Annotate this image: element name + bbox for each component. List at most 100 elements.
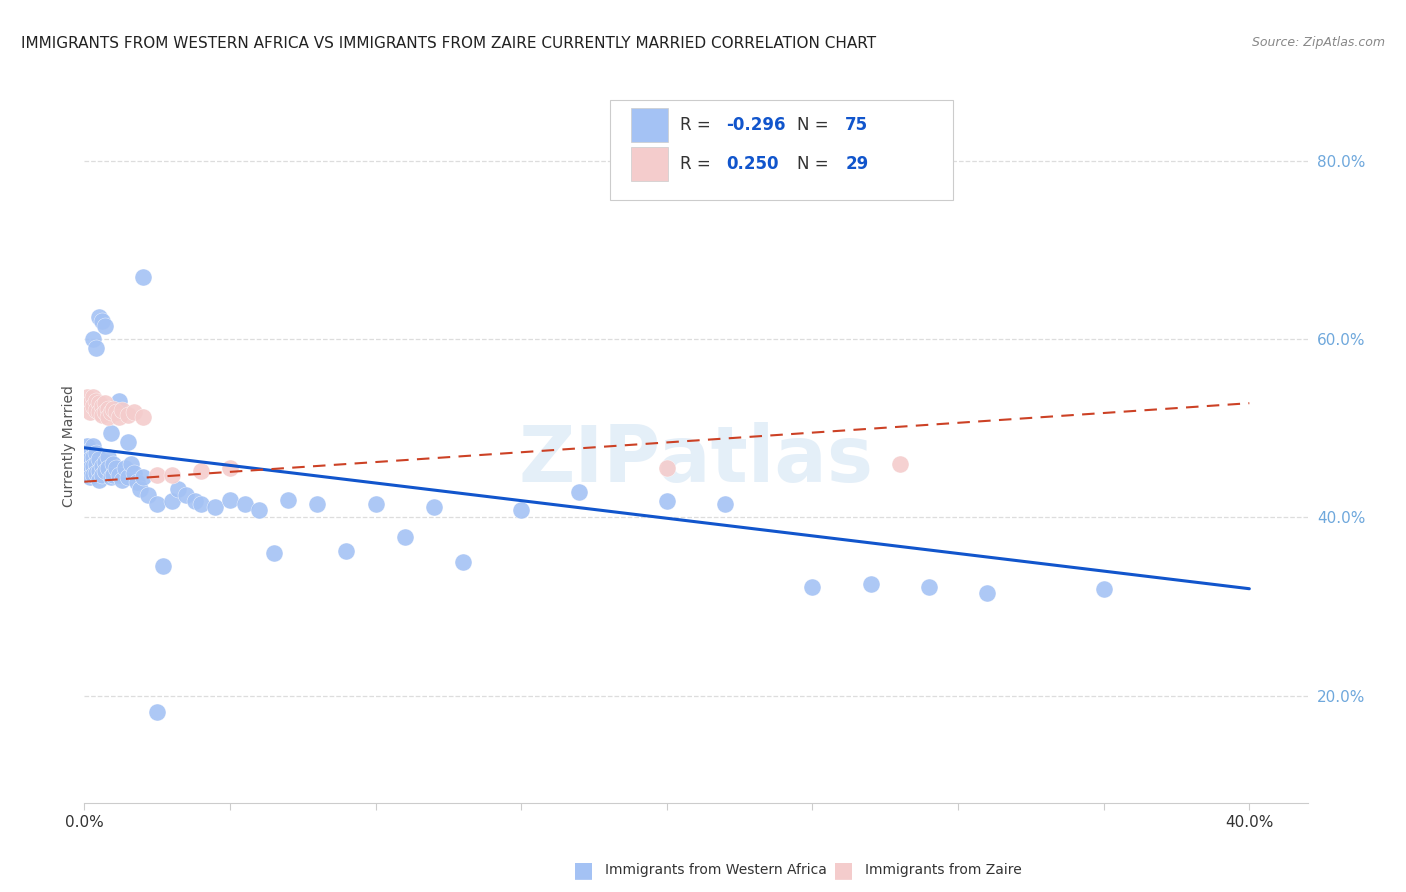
Point	[111, 403, 134, 417]
Text: -0.296: -0.296	[727, 116, 786, 134]
Point	[801, 580, 824, 594]
Text: ■: ■	[834, 860, 853, 880]
Point	[263, 546, 285, 560]
Point	[146, 497, 169, 511]
Point	[131, 269, 153, 284]
Point	[122, 405, 145, 419]
Point	[90, 467, 112, 482]
Point	[87, 452, 110, 467]
Point	[146, 705, 169, 719]
Text: 0.250: 0.250	[727, 155, 779, 173]
Point	[100, 405, 122, 419]
Point	[93, 455, 115, 469]
Point	[79, 461, 101, 475]
Point	[108, 394, 131, 409]
Text: 29: 29	[845, 155, 869, 173]
Point	[105, 405, 128, 419]
Point	[918, 580, 941, 594]
Point	[184, 494, 207, 508]
Point	[76, 457, 98, 471]
Point	[82, 458, 104, 473]
Point	[97, 410, 120, 425]
Point	[93, 405, 115, 419]
Point	[82, 390, 104, 404]
Point	[87, 405, 110, 419]
Point	[152, 559, 174, 574]
Text: R =: R =	[681, 155, 721, 173]
Point	[76, 390, 98, 404]
Point	[87, 473, 110, 487]
Point	[90, 458, 112, 473]
Point	[87, 464, 110, 478]
Point	[568, 485, 591, 500]
Text: IMMIGRANTS FROM WESTERN AFRICA VS IMMIGRANTS FROM ZAIRE CURRENTLY MARRIED CORREL: IMMIGRANTS FROM WESTERN AFRICA VS IMMIGR…	[21, 36, 876, 51]
Point	[423, 500, 446, 514]
Point	[1092, 582, 1115, 596]
Point	[82, 450, 104, 464]
Point	[146, 467, 169, 482]
Point	[120, 457, 142, 471]
Point	[84, 394, 107, 409]
Point	[111, 473, 134, 487]
Point	[451, 555, 474, 569]
Point	[103, 401, 125, 416]
Point	[82, 439, 104, 453]
Text: Immigrants from Western Africa: Immigrants from Western Africa	[605, 863, 827, 877]
Point	[90, 314, 112, 328]
Point	[100, 470, 122, 484]
Text: ZIPatlas: ZIPatlas	[519, 422, 873, 499]
Y-axis label: Currently Married: Currently Married	[62, 385, 76, 507]
Point	[976, 586, 998, 600]
Point	[105, 461, 128, 475]
Point	[79, 405, 101, 419]
Point	[655, 461, 678, 475]
Point	[84, 466, 107, 480]
Point	[79, 452, 101, 467]
Text: N =: N =	[797, 155, 834, 173]
Point	[131, 470, 153, 484]
Point	[233, 497, 256, 511]
Point	[84, 446, 107, 460]
Point	[108, 467, 131, 482]
Point	[93, 318, 115, 333]
Point	[204, 500, 226, 514]
Point	[655, 494, 678, 508]
Point	[190, 497, 212, 511]
Point	[97, 450, 120, 464]
Point	[103, 457, 125, 471]
Point	[160, 494, 183, 508]
Text: Immigrants from Zaire: Immigrants from Zaire	[865, 863, 1021, 877]
Point	[108, 410, 131, 425]
Point	[93, 464, 115, 478]
FancyBboxPatch shape	[631, 147, 668, 181]
Text: R =: R =	[681, 116, 716, 134]
Point	[364, 497, 387, 511]
Point	[138, 488, 160, 502]
Point	[128, 482, 150, 496]
Point	[103, 467, 125, 482]
Point	[87, 310, 110, 324]
Point	[247, 503, 270, 517]
Point	[190, 464, 212, 478]
FancyBboxPatch shape	[631, 108, 668, 142]
Point	[76, 439, 98, 453]
Point	[93, 396, 115, 410]
Text: Source: ZipAtlas.com: Source: ZipAtlas.com	[1251, 36, 1385, 49]
Text: N =: N =	[797, 116, 834, 134]
Point	[122, 466, 145, 480]
Point	[76, 448, 98, 462]
Point	[97, 461, 120, 475]
Point	[335, 544, 357, 558]
Point	[84, 457, 107, 471]
Point	[117, 434, 139, 449]
Point	[90, 399, 112, 413]
Point	[87, 396, 110, 410]
Point	[117, 470, 139, 484]
Point	[79, 470, 101, 484]
Text: ■: ■	[574, 860, 593, 880]
Point	[84, 341, 107, 355]
Point	[82, 467, 104, 482]
Text: 75: 75	[845, 116, 869, 134]
Point	[97, 401, 120, 416]
Point	[219, 461, 242, 475]
